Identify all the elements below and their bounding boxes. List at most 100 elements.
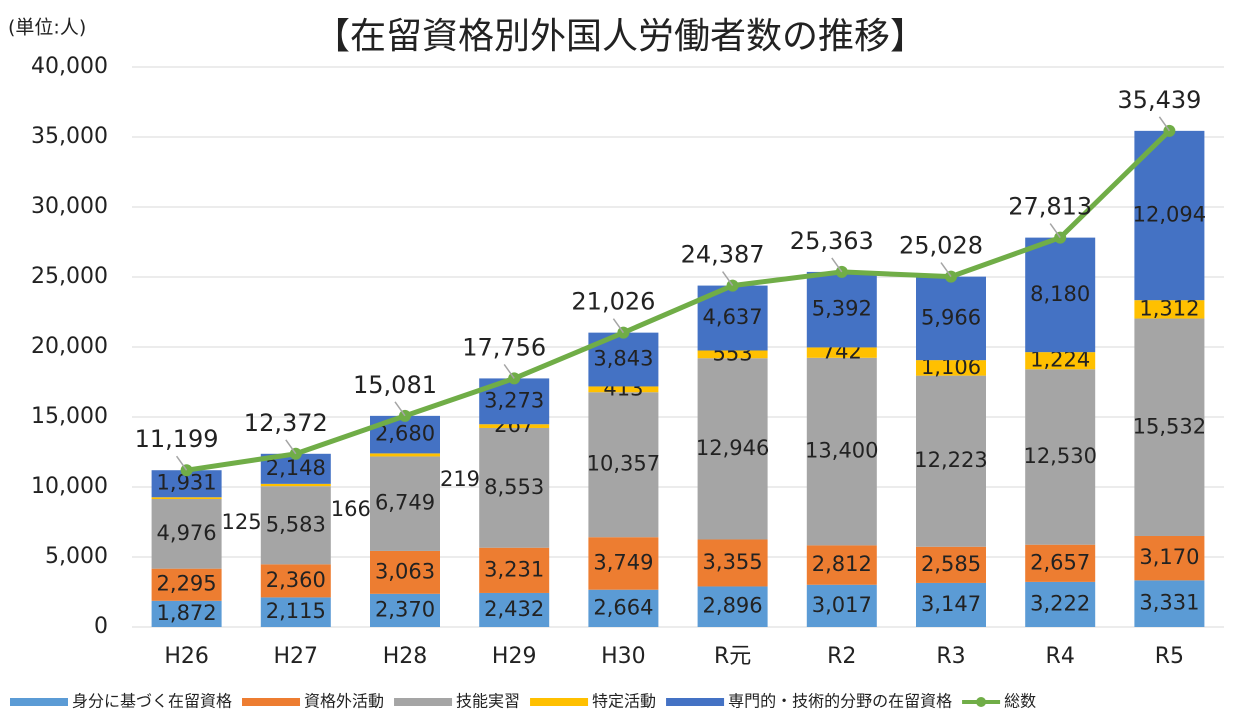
y-tick-label: 20,000 [31,334,108,359]
bar-segment [1134,535,1205,581]
bar-segment [151,497,222,499]
bar-segment [370,453,440,457]
bar-segment [479,424,550,428]
bar-segment [588,537,659,590]
bar-segment [479,547,550,593]
data-label: 3,017 [812,593,872,617]
data-label: 15,532 [1133,414,1206,438]
y-tick-label: 35,000 [31,124,108,149]
bar-segment [806,584,877,627]
bar-segment [1134,580,1205,627]
leader-line [940,262,952,278]
bar-segment [151,498,222,569]
bar-segment [1025,581,1096,627]
legend-swatch [976,697,987,707]
x-tick-label: R3 [936,644,965,669]
x-tick-label: H30 [601,644,646,669]
data-label: 166 [331,497,371,521]
legend-swatch [10,698,68,706]
data-label: 3,749 [593,550,653,574]
bar-segment [806,357,877,546]
leader-line [503,363,515,379]
data-label: 2,896 [703,594,763,618]
y-tick-label: 40,000 [31,54,108,79]
legend-swatch [666,698,725,706]
data-label: 2,432 [484,597,544,621]
data-label: 2,295 [157,572,217,596]
bar-segment [588,392,659,538]
data-label: 125 [222,510,262,534]
leader-line [175,455,188,471]
data-label: 1,872 [157,601,217,625]
data-label: 5,966 [921,305,981,329]
data-label: 3,147 [921,592,981,616]
data-label: 3,063 [375,559,435,583]
x-tick-label: R5 [1155,644,1184,669]
total-line [186,129,1172,473]
y-tick-label: 30,000 [31,194,108,219]
total-label: 25,363 [790,227,874,255]
leader-line [721,271,734,287]
data-label: 5,583 [266,512,326,536]
data-label: 3,222 [1030,591,1090,615]
leader-line [394,401,406,417]
data-label: 8,553 [484,475,544,499]
total-label: 12,372 [244,409,328,437]
legend-label: 資格外活動 [304,692,384,711]
bar-segment [588,386,659,393]
data-label: 219 [440,467,480,491]
total-label: 25,028 [899,232,983,260]
y-tick-label: 10,000 [31,474,108,499]
data-label: 2,680 [375,422,435,446]
y-tick-label: 25,000 [31,264,108,289]
chart-title: 【在留資格別外国人労働者数の推移】 [314,16,926,57]
bar-segment [151,600,222,627]
leader-line [612,318,625,334]
bar-segment [697,358,768,540]
bar-segment [151,568,222,601]
bar-segment [1025,237,1096,353]
x-tick-label: R元 [714,644,751,669]
y-tick-label: 5,000 [45,544,108,569]
bar-segment [806,545,877,585]
data-label: 4,976 [157,521,217,545]
leader-line [1049,223,1061,239]
x-tick-label: H26 [164,644,209,669]
data-label: 3,231 [484,557,544,581]
bar-segment [479,592,550,627]
bar-segment [370,593,440,627]
bar-segment [806,271,877,348]
leader-line [831,257,843,273]
total-label: 21,026 [571,288,655,316]
data-label: 2,115 [266,599,326,623]
data-label: 2,360 [266,568,326,592]
bar-segment [697,539,768,587]
data-label: 8,180 [1030,282,1090,306]
bar-segment [1025,352,1096,370]
legend-swatch [394,698,453,706]
total-label: 17,756 [462,333,546,361]
bar-segment [370,456,440,551]
legend-label: 総数 [1004,692,1036,711]
total-label: 24,387 [681,241,765,269]
bar-segment [260,486,331,565]
data-label: 2,664 [593,595,653,619]
bar-segment [916,582,986,627]
legend-label: 特定活動 [592,692,656,711]
leader-line [1158,116,1171,132]
total-label: 11,199 [135,425,219,453]
data-label: 3,170 [1139,545,1199,569]
bar-segment [370,550,440,594]
data-label: 3,843 [593,347,653,371]
data-label: 12,094 [1133,203,1206,227]
x-tick-label: H28 [383,644,428,669]
total-label: 35,439 [1117,86,1201,114]
legend-swatch [530,698,589,706]
leader-line [285,439,297,455]
bar-segment [697,586,768,627]
total-label: 15,081 [353,371,437,399]
legend-label: 身分に基づく在留資格 [72,692,232,711]
bar-segment [916,360,986,376]
x-tick-label: R4 [1046,644,1075,669]
